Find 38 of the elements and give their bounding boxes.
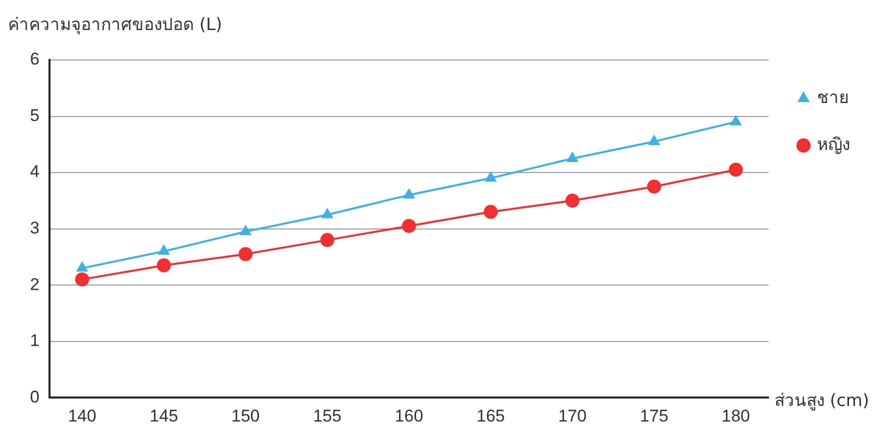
x-tick-label: 155	[313, 406, 342, 426]
y-axis-title: ค่าความจุอากาศของปอด (L)	[8, 14, 222, 37]
point	[730, 114, 742, 126]
y-tick-label: 2	[30, 274, 40, 294]
point	[158, 244, 170, 255]
y-tick-label: 1	[30, 331, 40, 350]
point	[402, 188, 416, 199]
point	[76, 261, 88, 272]
x-tick-label: 140	[68, 406, 96, 426]
x-axis-title: ส่วนสูง (cm)	[774, 390, 870, 413]
x-tick-label: 180	[722, 406, 750, 426]
point	[484, 171, 497, 182]
y-tick-label: 6	[30, 50, 40, 69]
point	[156, 258, 171, 272]
point	[565, 194, 580, 208]
x-tick-label: 145	[150, 406, 178, 426]
y-tick-label: 5	[30, 106, 40, 125]
point	[75, 272, 90, 286]
point	[566, 151, 578, 162]
point	[647, 180, 662, 194]
x-tick-label: 150	[231, 406, 260, 426]
x-tick-label: 170	[558, 406, 587, 426]
point	[239, 224, 252, 236]
legend-label: ชาย	[817, 88, 849, 108]
point	[238, 247, 253, 262]
point	[321, 208, 334, 218]
point	[402, 218, 416, 233]
point	[484, 204, 498, 219]
point	[320, 233, 334, 248]
y-tick-label: 4	[30, 162, 40, 182]
point	[648, 134, 660, 146]
x-tick-label: 175	[640, 406, 668, 426]
x-tick-label: 160	[394, 406, 424, 426]
x-tick-label: 165	[476, 406, 505, 426]
y-tick-label: 3	[30, 218, 40, 238]
legend-label: หญิง	[817, 134, 850, 155]
y-tick-label: 0	[30, 387, 40, 406]
point	[728, 162, 743, 177]
